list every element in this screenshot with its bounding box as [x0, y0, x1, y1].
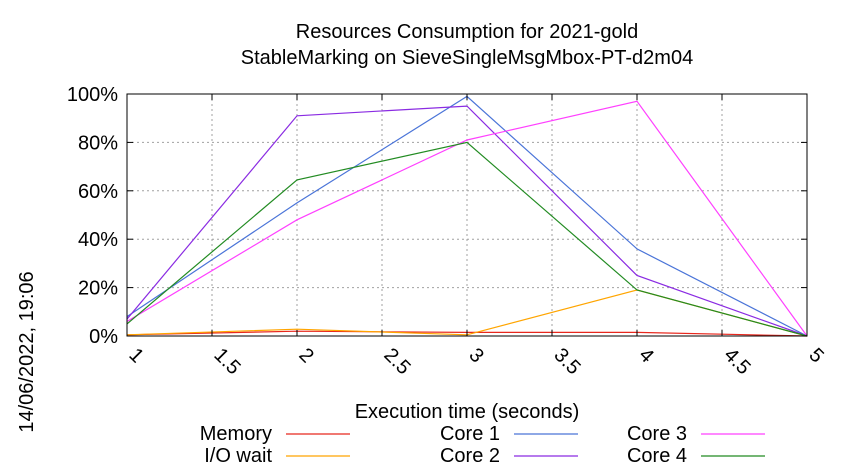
legend-label: Core 4 [627, 445, 687, 467]
x-tick-label: 1.5 [209, 344, 244, 379]
x-tick-label: 4.5 [719, 344, 754, 379]
series-line-core-3 [126, 100, 808, 337]
x-tick-label: 3.5 [549, 344, 584, 379]
legend-label: Core 1 [440, 423, 500, 445]
legend-label: Core 3 [627, 423, 687, 445]
x-tick-label: 4 [634, 344, 657, 367]
y-tick-label: 20% [78, 278, 118, 300]
chart-title: Resources Consumption for 2021-gold [296, 21, 638, 43]
axis-layer: 0% 20% 40% 60% 80% 100% 1 1.5 2 2.5 3 3.5 4 4.5 5 [67, 84, 828, 379]
x-tick-label: 5 [804, 344, 827, 367]
y-tick-label: 100% [67, 84, 118, 106]
y-tick-label: 0% [89, 326, 118, 348]
chart-subtitle: StableMarking on SieveSingleMsgMbox-PT-d… [241, 47, 693, 69]
timestamp-label: 14/06/2022, 19:06 [16, 271, 38, 432]
x-tick-label: 3 [464, 344, 487, 367]
legend-label: Memory [200, 423, 272, 445]
series-line-core-2 [126, 105, 808, 337]
x-tick-label: 1 [124, 344, 147, 367]
y-tick-label: 60% [78, 181, 118, 203]
x-tick-label: 2.5 [379, 344, 414, 379]
y-tick-label: 40% [78, 229, 118, 251]
x-tick-label: 2 [294, 344, 317, 367]
x-axis-label: Execution time (seconds) [355, 401, 580, 423]
y-tick-label: 80% [78, 132, 118, 154]
series-line-core-4 [126, 141, 808, 337]
legend-label: I/O wait [204, 445, 272, 467]
legend-label: Core 2 [440, 445, 500, 467]
